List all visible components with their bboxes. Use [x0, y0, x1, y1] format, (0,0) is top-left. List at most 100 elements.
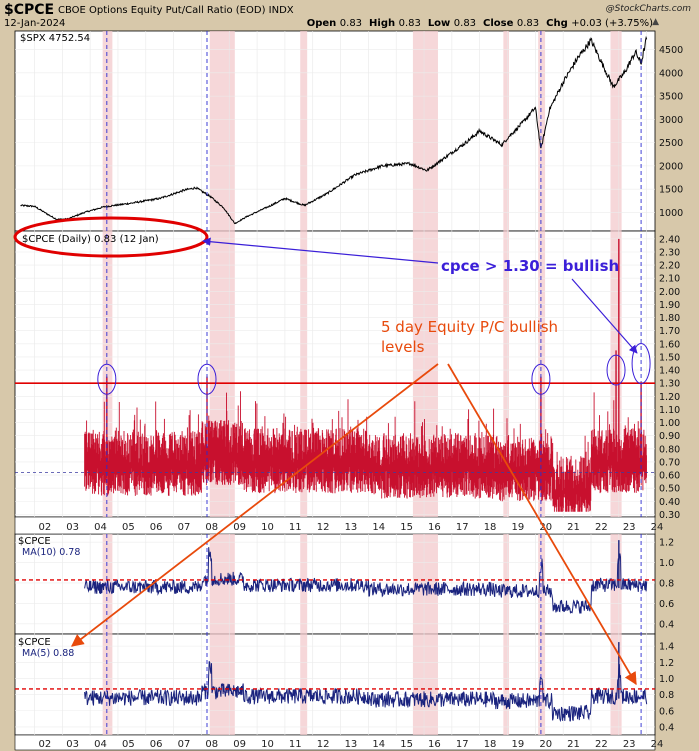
spike-highlight-circle [197, 363, 217, 395]
y-tick-label: 1.0 [659, 674, 674, 685]
spike-highlight-circle [97, 363, 117, 395]
x-tick-label: 16 [428, 739, 441, 750]
x-tick-label: 21 [567, 522, 580, 533]
x-tick-label: 13 [345, 522, 358, 533]
ma5-symbol-label: $CPCE [18, 637, 51, 648]
x-tick-label: 06 [150, 522, 163, 533]
ma10-legend: MA(10) 0.78 [22, 547, 80, 558]
y-tick-label: 0.60 [659, 471, 680, 482]
y-tick-label: 3000 [659, 115, 683, 126]
symbol-name: CBOE Options Equity Put/Call Ratio (EOD) [58, 5, 266, 16]
blue-arrow-to-spike [571, 278, 638, 354]
open-label: Open [306, 18, 337, 29]
x-tick-label: 09 [233, 522, 246, 533]
red-arrow-to-ma5-label [71, 363, 439, 647]
highlight-band [538, 534, 546, 735]
highlight-band [300, 534, 308, 735]
spx-panel [14, 30, 656, 232]
x-tick-label: 17 [456, 522, 469, 533]
x-tick-label: 14 [372, 522, 385, 533]
chart-header: $CPCE CBOE Options Equity Put/Call Ratio… [0, 0, 699, 30]
x-tick-label: 22 [595, 739, 608, 750]
cpce-series-bars [84, 391, 647, 512]
x-tick-label: 07 [178, 522, 191, 533]
y-tick-label: 4000 [659, 68, 683, 79]
y-tick-label: 1.4 [659, 642, 674, 653]
spx-legend: $SPX 4752.54 [20, 33, 90, 44]
high-label: High [369, 18, 396, 29]
y-tick-label: 0.40 [659, 497, 680, 508]
x-tick-label: 12 [317, 522, 330, 533]
x-tick-label: 24 [651, 739, 664, 750]
x-tick-label: 22 [595, 522, 608, 533]
y-tick-label: 1.50 [659, 352, 680, 363]
y-tick-label: 1.40 [659, 366, 680, 377]
y-tick-label: 1.10 [659, 405, 680, 416]
x-tick-label: 20 [539, 739, 552, 750]
highlight-band [503, 534, 509, 735]
y-tick-label: 1000 [659, 208, 683, 219]
y-tick-label: 4500 [659, 45, 683, 56]
spx-series-line [20, 35, 648, 225]
y-tick-label: 0.80 [659, 444, 680, 455]
x-tick-label: 18 [484, 739, 497, 750]
low-label: Low [427, 18, 451, 29]
y-tick-label: 1.2 [659, 658, 674, 669]
y-tick-label: 1.30 [659, 379, 680, 390]
y-tick-label: 0.50 [659, 484, 680, 495]
highlight-band [102, 534, 113, 735]
spike-highlight-circle [531, 363, 551, 395]
y-tick-label: 1500 [659, 185, 683, 196]
symbol-description: CBOE Options Equity Put/Call Ratio (EOD)… [58, 5, 294, 16]
y-tick-label: 1.2 [659, 538, 674, 549]
x-tick-label: 02 [38, 739, 51, 750]
x-tick-label: 03 [66, 739, 79, 750]
close-label: Close [483, 18, 514, 29]
y-tick-label: 2.00 [659, 287, 680, 298]
symbol-title: $CPCE [4, 2, 55, 18]
low-value: 0.83 [453, 18, 477, 29]
ma10-series-line [84, 547, 648, 615]
y-tick-label: 1.00 [659, 418, 680, 429]
highlight-band [300, 31, 308, 517]
stockcharts-watermark: @StockCharts.com [605, 4, 691, 14]
x-tick-label: 13 [345, 739, 358, 750]
cpce-legend: $CPCE (Daily) 0.83 (12 Jan) [22, 234, 159, 245]
x-tick-label: 18 [484, 522, 497, 533]
legend-highlight-ellipse [13, 216, 209, 258]
highlight-band [209, 534, 235, 735]
equity-pc-annotation-line1: 5 day Equity P/C bullish [381, 318, 558, 336]
x-axis-strip-0 [14, 516, 656, 535]
x-tick-label: 19 [512, 739, 525, 750]
y-tick-label: 1.80 [659, 313, 680, 324]
y-tick-label: 0.4 [659, 619, 674, 630]
chg-value: +0.03 (+3.75%) [571, 18, 653, 29]
x-tick-label: 07 [178, 739, 191, 750]
high-value: 0.83 [398, 18, 421, 29]
ma5-series-line [84, 661, 648, 723]
triangle-up-icon: ▲ [652, 17, 659, 27]
x-tick-label: 05 [122, 522, 135, 533]
y-tick-label: 0.30 [659, 510, 680, 521]
x-tick-label: 05 [122, 739, 135, 750]
x-tick-label: 15 [400, 522, 413, 533]
y-tick-label: 1.70 [659, 326, 680, 337]
open-value: 0.83 [339, 18, 363, 29]
x-tick-label: 20 [539, 522, 552, 533]
y-tick-label: 0.6 [659, 706, 674, 717]
ohlc-readout: Open 0.83 High 0.83 Low 0.83 Close 0.83 … [307, 18, 653, 29]
ma5-panel [14, 633, 656, 736]
spike-highlight-circle [606, 354, 626, 386]
y-tick-label: 0.4 [659, 722, 674, 733]
y-tick-label: 2500 [659, 138, 683, 149]
highlight-band [610, 31, 622, 517]
x-tick-label: 17 [456, 739, 469, 750]
exchange-label: INDX [268, 5, 294, 16]
blue-arrow-to-legend [202, 237, 439, 264]
x-tick-label: 10 [261, 522, 274, 533]
highlight-band [538, 31, 546, 517]
highlight-band [102, 31, 113, 517]
chg-label: Chg [546, 18, 568, 29]
x-tick-label: 23 [623, 739, 636, 750]
